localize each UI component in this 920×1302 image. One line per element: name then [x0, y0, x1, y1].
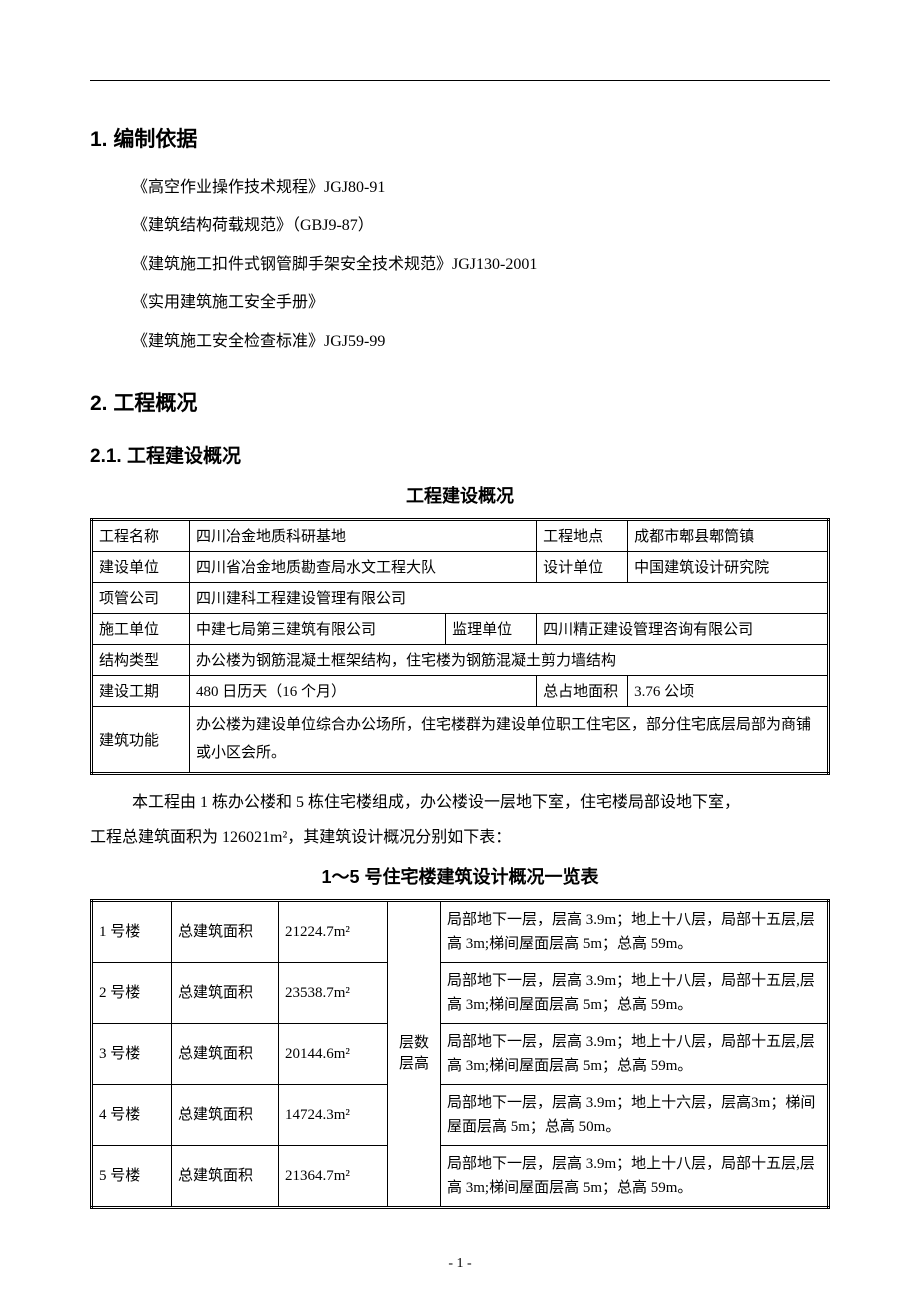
cell-label: 结构类型	[92, 644, 190, 675]
cell-label: 工程名称	[92, 519, 190, 551]
paragraph-after-table1: 本工程由 1 栋办公楼和 5 栋住宅楼组成，办公楼设一层地下室，住宅楼局部设地下…	[90, 785, 830, 855]
basis-item: 《建筑施工安全检查标准》JGJ59-99	[132, 323, 830, 361]
table-row: 施工单位 中建七局第三建筑有限公司 监理单位 四川精正建设管理咨询有限公司	[92, 613, 829, 644]
cell-value: 成都市郫县郫筒镇	[628, 519, 829, 551]
table-row: 工程名称 四川冶金地质科研基地 工程地点 成都市郫县郫筒镇	[92, 519, 829, 551]
cell-label: 施工单位	[92, 613, 190, 644]
cell-area-value: 21364.7m²	[279, 1146, 388, 1208]
basis-item: 《实用建筑施工安全手册》	[132, 284, 830, 322]
cell-building-no: 4 号楼	[92, 1085, 172, 1146]
table-row: 2 号楼 总建筑面积 23538.7m² 局部地下一层，层高 3.9m；地上十八…	[92, 963, 829, 1024]
header-divider	[90, 80, 830, 81]
cell-building-no: 5 号楼	[92, 1146, 172, 1208]
cell-area-label: 总建筑面积	[172, 1146, 279, 1208]
table-row: 建设工期 480 日历天（16 个月） 总占地面积 3.76 公顷	[92, 675, 829, 706]
cell-label: 建设单位	[92, 551, 190, 582]
table-project-overview: 工程名称 四川冶金地质科研基地 工程地点 成都市郫县郫筒镇 建设单位 四川省冶金…	[90, 518, 830, 775]
cell-building-no: 3 号楼	[92, 1024, 172, 1085]
cell-value: 四川冶金地质科研基地	[190, 519, 537, 551]
page-container: 1. 编制依据 《高空作业操作技术规程》JGJ80-91 《建筑结构荷载规范》（…	[0, 0, 920, 1302]
cell-label: 项管公司	[92, 582, 190, 613]
cell-desc: 局部地下一层，层高 3.9m；地上十六层，层高3m；梯间屋面层高 5m；总高 5…	[441, 1085, 829, 1146]
heading-2: 2. 工程概况	[90, 387, 830, 417]
label-floors-b: 层高	[399, 1056, 429, 1072]
cell-value: 480 日历天（16 个月）	[190, 675, 537, 706]
cell-area-value: 21224.7m²	[279, 901, 388, 963]
cell-label: 监理单位	[446, 613, 537, 644]
cell-area-value: 23538.7m²	[279, 963, 388, 1024]
cell-desc: 局部地下一层，层高 3.9m；地上十八层，局部十五层,层高 3m;梯间屋面层高 …	[441, 1024, 829, 1085]
cell-desc: 局部地下一层，层高 3.9m；地上十八层，局部十五层,层高 3m;梯间屋面层高 …	[441, 901, 829, 963]
label-floors-a: 层数	[399, 1035, 429, 1051]
table-row: 4 号楼 总建筑面积 14724.3m² 局部地下一层，层高 3.9m；地上十六…	[92, 1085, 829, 1146]
cell-value: 办公楼为钢筋混凝土框架结构，住宅楼为钢筋混凝土剪力墙结构	[190, 644, 829, 675]
cell-area-label: 总建筑面积	[172, 1024, 279, 1085]
table-buildings: 1 号楼 总建筑面积 21224.7m² 层数 层高 局部地下一层，层高 3.9…	[90, 899, 830, 1209]
cell-label: 建设工期	[92, 675, 190, 706]
cell-value: 四川精正建设管理咨询有限公司	[537, 613, 829, 644]
heading-1: 1. 编制依据	[90, 123, 830, 153]
cell-desc: 局部地下一层，层高 3.9m；地上十八层，局部十五层,层高 3m;梯间屋面层高 …	[441, 963, 829, 1024]
basis-item: 《建筑结构荷载规范》（GBJ9-87）	[132, 207, 830, 245]
table-row: 1 号楼 总建筑面积 21224.7m² 层数 层高 局部地下一层，层高 3.9…	[92, 901, 829, 963]
heading-2-1: 2.1. 工程建设概况	[90, 441, 830, 468]
table-row: 5 号楼 总建筑面积 21364.7m² 局部地下一层，层高 3.9m；地上十八…	[92, 1146, 829, 1208]
para-text: 工程总建筑面积为 126021m²，其建筑设计概况分别如下表：	[90, 820, 511, 855]
basis-item: 《建筑施工扣件式钢管脚手架安全技术规范》JGJ130-2001	[132, 246, 830, 284]
table2-title: 1～5 号住宅楼建筑设计概况一览表	[90, 863, 830, 889]
cell-area-value: 20144.6m²	[279, 1024, 388, 1085]
table-row: 建筑功能 办公楼为建设单位综合办公场所，住宅楼群为建设单位职工住宅区，部分住宅底…	[92, 706, 829, 773]
cell-value: 四川省冶金地质勘查局水文工程大队	[190, 551, 537, 582]
cell-building-no: 1 号楼	[92, 901, 172, 963]
table-row: 建设单位 四川省冶金地质勘查局水文工程大队 设计单位 中国建筑设计研究院	[92, 551, 829, 582]
cell-area-value: 14724.3m²	[279, 1085, 388, 1146]
cell-area-label: 总建筑面积	[172, 1085, 279, 1146]
cell-building-no: 2 号楼	[92, 963, 172, 1024]
cell-label: 工程地点	[537, 519, 628, 551]
table1-title: 工程建设概况	[90, 482, 830, 508]
cell-value: 办公楼为建设单位综合办公场所，住宅楼群为建设单位职工住宅区，部分住宅底层局部为商…	[190, 706, 829, 773]
basis-item: 《高空作业操作技术规程》JGJ80-91	[132, 169, 830, 207]
cell-value: 3.76 公顷	[628, 675, 829, 706]
cell-area-label: 总建筑面积	[172, 901, 279, 963]
cell-label: 总占地面积	[537, 675, 628, 706]
cell-label: 设计单位	[537, 551, 628, 582]
page-number: - 1 -	[0, 1256, 920, 1272]
cell-value: 中国建筑设计研究院	[628, 551, 829, 582]
cell-value: 中建七局第三建筑有限公司	[190, 613, 446, 644]
cell-floors-label: 层数 层高	[388, 901, 441, 1208]
para-text: 本工程由 1 栋办公楼和 5 栋住宅楼组成，办公楼设一层地下室，住宅楼局部设地下…	[132, 794, 740, 811]
table-row: 结构类型 办公楼为钢筋混凝土框架结构，住宅楼为钢筋混凝土剪力墙结构	[92, 644, 829, 675]
cell-label: 建筑功能	[92, 706, 190, 773]
table-row: 3 号楼 总建筑面积 20144.6m² 局部地下一层，层高 3.9m；地上十八…	[92, 1024, 829, 1085]
cell-value: 四川建科工程建设管理有限公司	[190, 582, 829, 613]
cell-desc: 局部地下一层，层高 3.9m；地上十八层，局部十五层,层高 3m;梯间屋面层高 …	[441, 1146, 829, 1208]
cell-area-label: 总建筑面积	[172, 963, 279, 1024]
table-row: 项管公司 四川建科工程建设管理有限公司	[92, 582, 829, 613]
basis-list: 《高空作业操作技术规程》JGJ80-91 《建筑结构荷载规范》（GBJ9-87）…	[90, 169, 830, 361]
